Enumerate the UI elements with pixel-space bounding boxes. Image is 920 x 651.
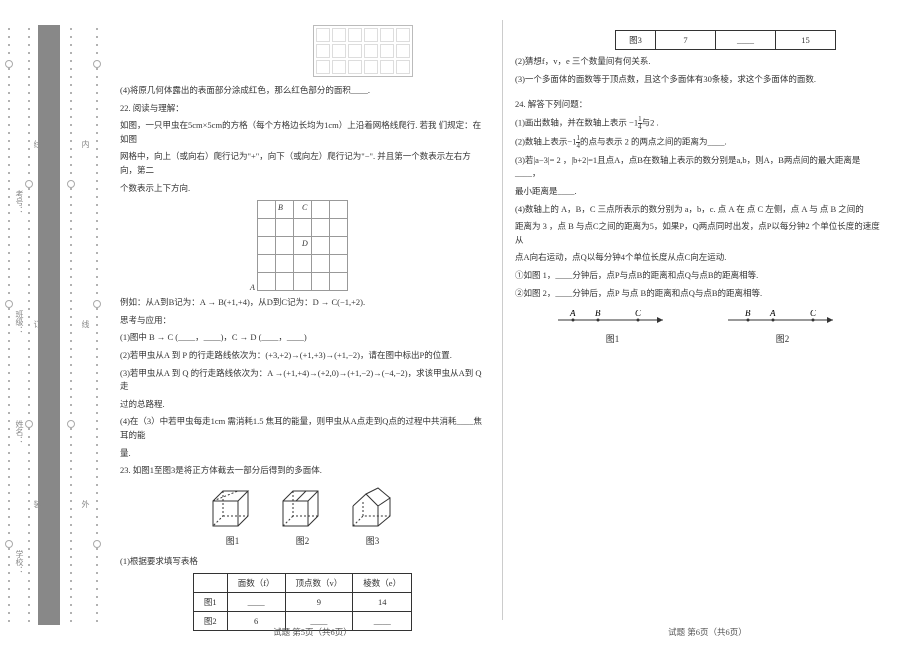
binding-label: 姓名： [14, 420, 25, 444]
numberline-icon: B A C [723, 310, 843, 330]
q24-2: (2)数轴上表示−114的点与表示 2 的两点之间的距离为____. [515, 135, 880, 150]
binding-circle [25, 420, 33, 428]
q24-5: ①如图 1，____分钟后，点P与点B的距离和点Q与点B的距离相等. [515, 269, 880, 283]
q24-title: 24. 解答下列问题： [515, 98, 880, 112]
binding-circle [93, 300, 101, 308]
q22-4b: 量. [120, 447, 485, 461]
binding-circle [5, 60, 13, 68]
grid-5x5: BC D A [120, 200, 485, 291]
q22-2: (2)若甲虫从A 到 P 的行走路线依次为：(+3,+2)→(+1,+3)→(+… [120, 349, 485, 363]
dot-line-mid1 [28, 25, 30, 625]
polyhedra-table-cont: 图37____15 [615, 30, 836, 50]
q23-2: (2)猜想f，v，e 三个数量间有何关系. [515, 55, 880, 69]
binding-inner: 线 [80, 320, 91, 328]
q24-4: (4)数轴上的 A，B，C 三点所表示的数分别为 a，b，c. 点 A 在 点 … [515, 203, 880, 217]
binding-circle [67, 180, 75, 188]
page-divider [502, 20, 503, 620]
binding-label: 学校： [14, 550, 25, 574]
svg-text:B: B [595, 310, 601, 318]
dot-line-outer [8, 25, 10, 625]
binding-circle [93, 60, 101, 68]
q23-3: (3)一个多面体的面数等于顶点数，且这个多面体有30条棱，求这个多面体的面数. [515, 73, 880, 87]
binding-circle [25, 180, 33, 188]
svg-text:A: A [769, 310, 776, 318]
numberline-icon: A B C [553, 310, 673, 330]
binding-circle [67, 420, 75, 428]
q24-3b: 最小距离是____. [515, 185, 880, 199]
q24-6: ②如图 2，____分钟后，点P 与点 B的距离和点Q与点B的距离相等. [515, 287, 880, 301]
binding-seal: 装 [32, 500, 43, 508]
binding-inner: 外 [80, 500, 91, 508]
q22-3b: 过的总路程. [120, 398, 485, 412]
svg-text:B: B [745, 310, 751, 318]
figure-3: 图3 [348, 486, 398, 547]
q24-3: (3)若|a−3|= 2 ，|b+2|=1且点A，点B在数轴上表示的数分别是a,… [515, 154, 880, 181]
figure-2: 图2 [278, 486, 328, 547]
q24-4c: 点A向右运动，点Q以每分钟4个单位长度从点C向左运动. [515, 251, 880, 265]
q22-1: (1)图中 B → C (____，____)，C → D (____，____… [120, 331, 485, 345]
polyhedra-figures: 图1 图2 图3 [120, 486, 485, 547]
q24-1: (1)画出数轴，并在数轴上表示 −114与2 . [515, 116, 880, 131]
binding-seal: 线 [32, 140, 43, 148]
number-lines: A B C 图1 B A C 图2 [515, 310, 880, 345]
page-5: (4)将原几何体露出的表面部分涂成红色，那么红色部分的面积____. 22. 阅… [110, 20, 495, 638]
q22-intro: 如图，一只甲虫在5cm×5cm的方格（每个方格边长均为1cm）上沿着网格线爬行.… [120, 119, 485, 146]
q22-intro: 个数表示上下方向. [120, 182, 485, 196]
dot-line-mid2 [70, 25, 72, 625]
polyhedra-table: 面数（f）顶点数（v）棱数（e） 图1____914 图26________ [193, 573, 412, 631]
q23-1: (1)根据要求填写表格 [120, 555, 485, 569]
q21-4: (4)将原几何体露出的表面部分涂成红色，那么红色部分的面积____. [120, 84, 485, 98]
q22-think: 思考与应用： [120, 314, 485, 328]
page-footer: 试题 第5页（共6页） [120, 626, 505, 638]
binding-margin: 学校： 姓名： 班级： 考号： 装 订 线 外 线 内 [0, 0, 110, 651]
number-line-1: A B C 图1 [553, 310, 673, 345]
q22-intro: 网格中，向上（或向右）爬行记为"+"，向下（或向左）爬行记为"−". 并且第一个… [120, 150, 485, 177]
binding-circle [93, 540, 101, 548]
q22-example: 例如：从A到B记为：A → B(+1,+4)，从D到C记为：D → C(−1,+… [120, 296, 485, 310]
cube-cut-3-icon [348, 486, 398, 531]
binding-circle [5, 540, 13, 548]
svg-text:C: C [635, 310, 642, 318]
binding-label: 考号： [14, 190, 25, 214]
page-6: 图37____15 (2)猜想f，v，e 三个数量间有何关系. (3)一个多面体… [505, 20, 890, 638]
q24-4b: 距离为 3 ，点 B 与点C之间的距离为5，如果P，Q两点同时出发，点P以每分钟… [515, 220, 880, 247]
small-grid [120, 25, 485, 79]
q23-title: 23. 如图1至图3是将正方体截去一部分后得到的多面体. [120, 464, 485, 478]
document-area: (4)将原几何体露出的表面部分涂成红色，那么红色部分的面积____. 22. 阅… [110, 0, 920, 651]
binding-label: 班级： [14, 310, 25, 334]
binding-circle [5, 300, 13, 308]
cube-cut-2-icon [278, 486, 328, 531]
number-line-2: B A C 图2 [723, 310, 843, 345]
page-footer: 试题 第6页（共6页） [515, 626, 900, 638]
binding-seal: 订 [32, 320, 43, 328]
q22-title: 22. 阅读与理解： [120, 102, 485, 116]
binding-inner: 内 [80, 140, 91, 148]
q22-3: (3)若甲虫从A 到 Q 的行走路线依次为：A →(+1,+4)→(+2,0)→… [120, 367, 485, 394]
dot-line-inner [96, 25, 98, 625]
figure-1: 图1 [208, 486, 258, 547]
svg-text:C: C [810, 310, 817, 318]
q22-4: (4)在（3）中若甲虫每走1cm 需消耗1.5 焦耳的能量，则甲虫从A点走到Q点… [120, 415, 485, 442]
svg-text:A: A [569, 310, 576, 318]
cube-cut-1-icon [208, 486, 258, 531]
